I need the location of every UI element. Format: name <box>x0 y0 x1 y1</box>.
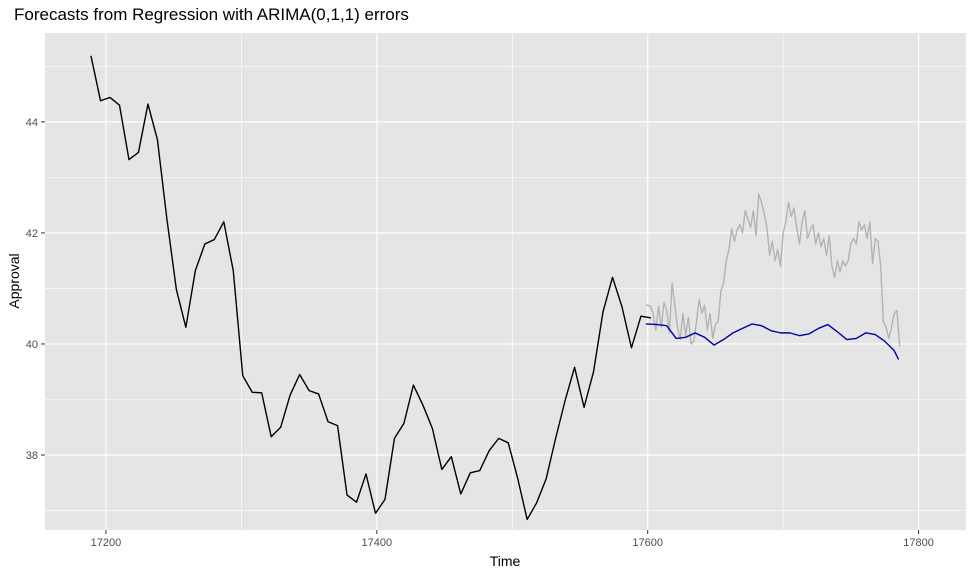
series-layer <box>90 55 901 521</box>
y-tick-label: 38 <box>26 450 38 462</box>
plot-panel <box>45 33 966 530</box>
x-axis-title: Time <box>490 553 521 569</box>
axis-ticks: 17200 17400 17600 17800 38 40 42 44 <box>26 117 934 549</box>
x-tick-label: 17400 <box>362 537 393 549</box>
x-tick-label: 17200 <box>91 537 122 549</box>
y-axis-title: Approval <box>6 253 22 308</box>
y-tick-label: 42 <box>26 228 38 240</box>
series-line-forecast <box>645 323 899 360</box>
x-tick-label: 17600 <box>632 537 663 549</box>
series-line-observed <box>90 55 652 521</box>
series-line-test-data <box>645 193 901 347</box>
y-tick-label: 44 <box>26 117 38 129</box>
x-tick-label: 17800 <box>903 537 934 549</box>
y-tick-label: 40 <box>26 339 38 351</box>
chart-title: Forecasts from Regression with ARIMA(0,1… <box>14 5 409 24</box>
minor-gridlines <box>45 33 966 530</box>
major-gridlines <box>45 33 966 530</box>
